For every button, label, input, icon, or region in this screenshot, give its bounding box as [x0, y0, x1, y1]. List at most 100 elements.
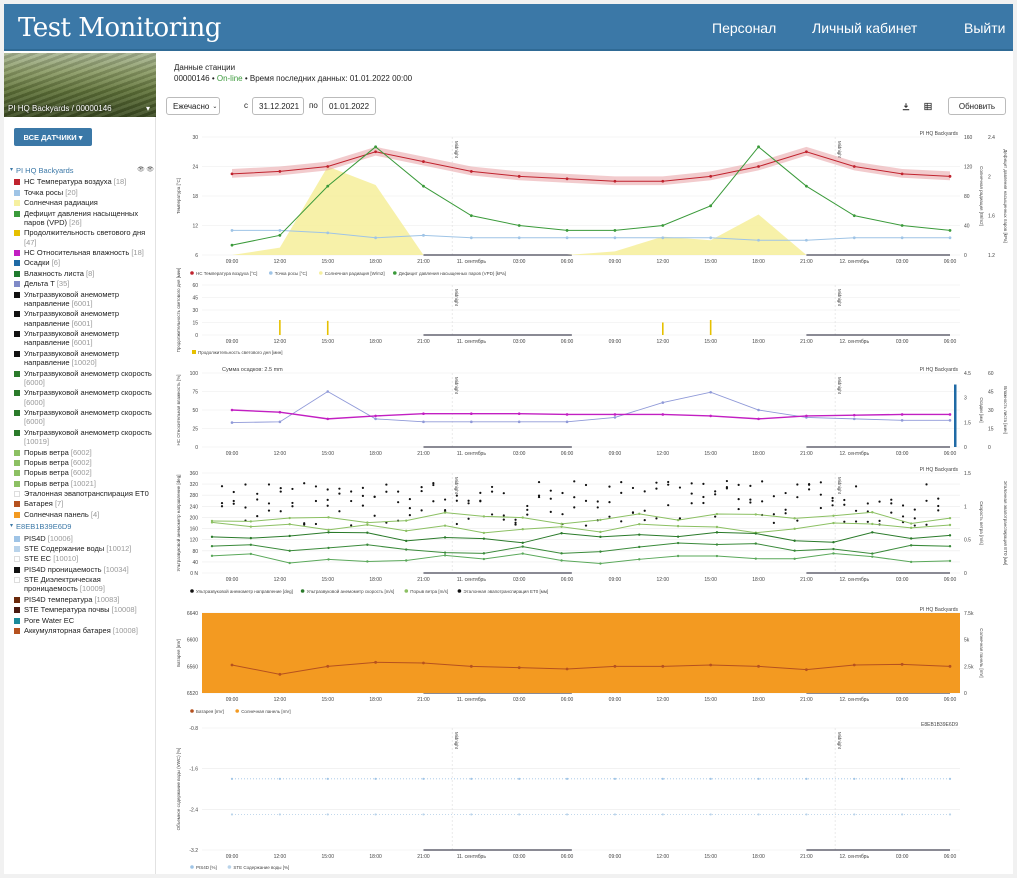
sensor-item[interactable]: Эталонная эвапотранспирация ET0: [14, 489, 154, 498]
sensor-item[interactable]: Ультразвуковой анемометр направление [60…: [14, 329, 154, 348]
sensor-item[interactable]: Ультразвуковой анемометр скорость [6000]: [14, 388, 154, 407]
y-tick-label: 60: [192, 283, 198, 289]
y2-tick-label: 4.5: [964, 371, 971, 377]
wind-direction-dot: [397, 501, 400, 504]
sensor-item[interactable]: Ультразвуковой анемометр направление [10…: [14, 349, 154, 368]
sensor-item[interactable]: STE Температура почвы [10008]: [14, 605, 154, 614]
data-point: [470, 412, 473, 416]
sensor-item[interactable]: Ультразвуковой анемометр направление [60…: [14, 309, 154, 328]
x-tick-label: 12. сентябрь: [839, 854, 869, 860]
data-point: [661, 236, 665, 240]
wind-direction-dot: [385, 490, 388, 493]
brand-logo[interactable]: Test Monitoring: [18, 13, 221, 43]
sensor-item[interactable]: PIS4D температура [10083]: [14, 595, 154, 604]
sensor-item[interactable]: Осадки [6]: [14, 258, 154, 267]
x-tick-label: 06:00: [944, 451, 957, 457]
y3-tick-label: 45: [988, 390, 994, 396]
sensor-group-name[interactable]: PI HQ Backyards: [16, 166, 74, 175]
sensor-label-wrap: Порыв ветра [6002]: [24, 448, 92, 457]
sensor-item[interactable]: PIS4D проницаемость [10034]: [14, 565, 154, 574]
data-point: [422, 184, 425, 188]
wind-direction-dot: [420, 489, 423, 493]
sensor-group-header[interactable]: ▾ E8EB1B39E6D9: [10, 522, 154, 531]
sensor-item[interactable]: Аккумуляторная батарея [10008]: [14, 626, 154, 635]
y-tick-label: 6: [195, 253, 198, 259]
y2-tick-label: 0.5: [964, 538, 971, 544]
wind-direction-dot: [373, 495, 376, 498]
wind-direction-dot: [714, 490, 717, 493]
table-view-icon[interactable]: [918, 97, 938, 115]
sensor-item[interactable]: Дельта T [35]: [14, 279, 154, 288]
from-date-input[interactable]: 31.12.2021: [252, 97, 304, 115]
wind-direction-dot: [584, 524, 588, 527]
sensor-item[interactable]: Порыв ветра [6002]: [14, 458, 154, 467]
data-point: [565, 413, 569, 416]
sensor-item[interactable]: Солнечная радиация: [14, 198, 154, 207]
data-point: [852, 413, 856, 417]
all-sensors-button[interactable]: ВСЕ ДАТЧИКИ ▾: [14, 128, 92, 146]
sensor-item[interactable]: HC Температура воздуха [18]: [14, 177, 154, 186]
data-point: [661, 179, 665, 183]
sensor-item[interactable]: Порыв ветра [10021]: [14, 479, 154, 488]
battery-line: [231, 661, 951, 675]
data-point: [599, 550, 602, 553]
y-tick-label: 40: [192, 560, 198, 566]
sensor-group-name[interactable]: E8EB1B39E6D9: [16, 522, 72, 532]
wind-direction-dot: [749, 484, 752, 488]
sensor-item[interactable]: Солнечная панель [4]: [14, 510, 154, 519]
nav-account[interactable]: Личный кабинет: [812, 20, 918, 36]
data-point: [374, 417, 377, 421]
sensor-item[interactable]: HC Относительная влажность [18]: [14, 248, 154, 257]
data-point: [469, 170, 473, 173]
station-photo[interactable]: PI HQ Backyards / 00000146 ▾: [4, 53, 156, 117]
sensor-item[interactable]: Продолжительность светового дня [47]: [14, 228, 154, 247]
wind-direction-dot: [256, 492, 259, 495]
sensor-label: Порыв ветра: [24, 457, 71, 467]
station-menu-icon[interactable]: ▾: [145, 104, 150, 113]
x-tick-label: 12:00: [657, 259, 670, 265]
y2-tick-label: 0: [964, 445, 967, 451]
sensor-item[interactable]: Порыв ветра [6002]: [14, 468, 154, 477]
sensor-item[interactable]: STE EC [10010]: [14, 554, 154, 563]
sensor-item[interactable]: STE Содержание воды [10012]: [14, 544, 154, 553]
sensor-item[interactable]: Ультразвуковой анемометр скорость [6000]: [14, 408, 154, 427]
y-tick-label: -3.2: [189, 848, 198, 854]
download-icon[interactable]: [896, 97, 916, 115]
sensor-item[interactable]: Ультразвуковой анемометр направление [60…: [14, 290, 154, 309]
sensor-item[interactable]: Ультразвуковой анемометр скорость [6000]: [14, 369, 154, 388]
sensor-label: STE Содержание воды: [24, 543, 107, 553]
visibility-icon[interactable]: 👁 👁: [137, 166, 154, 173]
expand-icon[interactable]: ▾: [10, 166, 14, 173]
sensor-item[interactable]: Pore Water EC: [14, 616, 154, 625]
wind-direction-dot: [561, 513, 564, 516]
sensor-item[interactable]: STE Диэлектрическая проницаемость [10009…: [14, 575, 154, 594]
data-point: [443, 551, 447, 554]
x-tick-label: 12:00: [274, 259, 287, 265]
y2-axis-label: Солнечная панель [mV]: [979, 628, 984, 677]
expand-icon[interactable]: ▾: [10, 523, 14, 530]
data-point: [709, 813, 712, 816]
sensor-item[interactable]: Ультразвуковой анемометр скорость [10019…: [14, 428, 154, 447]
sensor-group-header[interactable]: ▾ PI HQ Backyards 👁 👁: [10, 166, 154, 175]
sensor-item[interactable]: Порыв ветра [6002]: [14, 448, 154, 457]
interval-select[interactable]: Ежечасно ⌄: [166, 97, 220, 115]
data-point: [715, 554, 719, 558]
x-tick-label: 03:00: [513, 697, 526, 703]
y-tick-label: 0: [195, 333, 198, 339]
refresh-button[interactable]: Обновить: [948, 97, 1006, 115]
midnight-label: Midnight: [837, 141, 842, 159]
wind-direction-dot: [549, 510, 552, 513]
sensor-item[interactable]: Влажность листа [8]: [14, 269, 154, 278]
to-date-input[interactable]: 01.01.2022: [322, 97, 376, 115]
sensor-item[interactable]: Дефицит давления насыщенных паров (VPD) …: [14, 209, 154, 228]
sensor-label: Точка росы: [24, 187, 66, 197]
sensor-label-wrap: Осадки [6]: [24, 258, 60, 267]
sensor-item[interactable]: PIS4D [10006]: [14, 534, 154, 543]
nav-logout[interactable]: Выйти: [964, 20, 1006, 36]
sensor-item[interactable]: Батарея [7]: [14, 499, 154, 508]
nav-staff[interactable]: Персонал: [712, 20, 777, 36]
sensor-label: Порыв ветра: [24, 447, 71, 457]
data-point: [948, 534, 952, 537]
sensor-item[interactable]: Точка росы [20]: [14, 188, 154, 197]
wind-direction-dot: [796, 483, 799, 486]
